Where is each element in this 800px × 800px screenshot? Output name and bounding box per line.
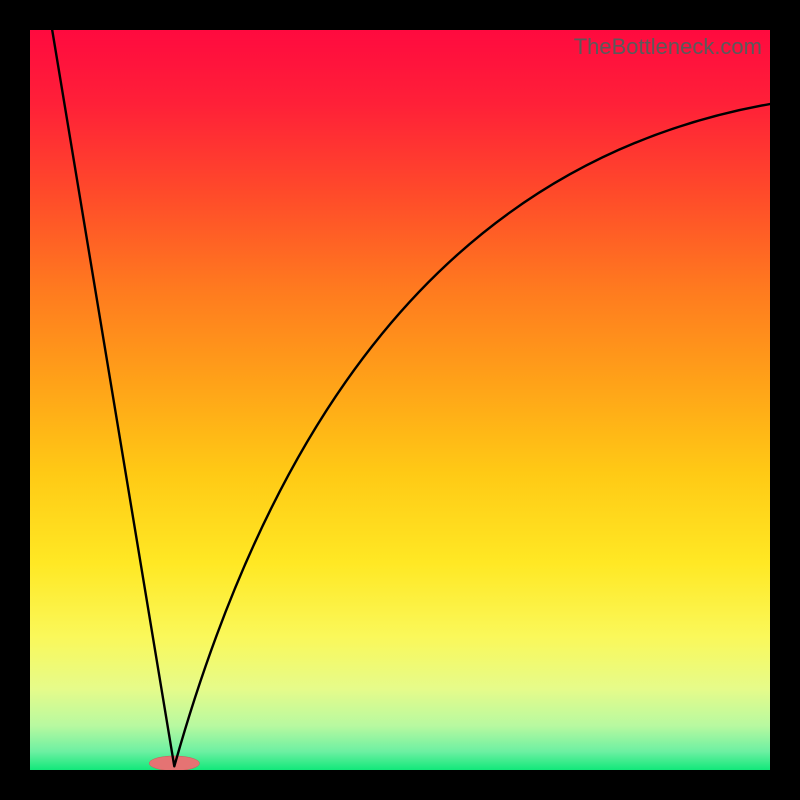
plot-area: TheBottleneck.com: [30, 30, 770, 770]
bottleneck-curve-layer: [30, 30, 770, 770]
bottleneck-curve: [52, 30, 770, 766]
watermark-label: TheBottleneck.com: [574, 34, 762, 60]
